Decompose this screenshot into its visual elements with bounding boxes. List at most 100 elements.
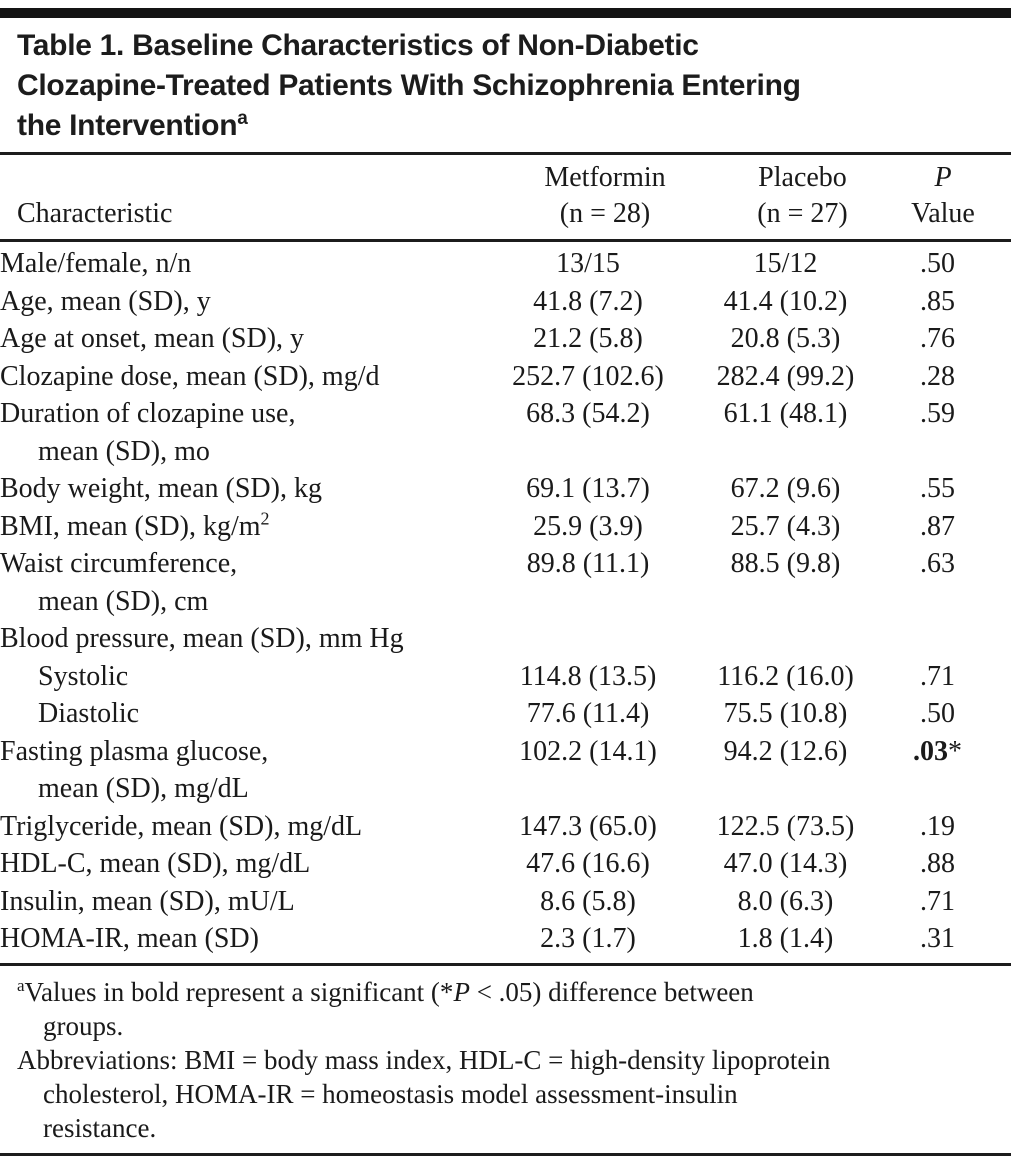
metformin-value: 2.3 (1.7) (540, 923, 636, 954)
abbreviations-line3: resistance. (43, 1112, 157, 1143)
metformin-value: 8.6 (5.8) (540, 885, 636, 917)
metformin-value: 147.3 (65.0) (519, 810, 657, 842)
significance-asterisk: * (948, 735, 962, 767)
abbreviations-line1: Abbreviations: BMI = body mass index, HD… (17, 1044, 831, 1075)
metformin-value: 89.8 (11.1) (526, 548, 650, 579)
table-row: HOMA-IR, mean (SD) 2.3 (1.7) 1.8 (1.4) .… (0, 920, 1011, 958)
placebo-value: 15/12 (753, 248, 818, 279)
row-label: Duration of clozapine use, mean (SD), mo (0, 395, 483, 470)
row-label: BMI, mean (SD), kg/m2 (0, 508, 270, 542)
p-value: .50 (920, 698, 955, 729)
table-row: Waist circumference, mean (SD), cm 89.8 … (0, 545, 1011, 620)
row-label: HOMA-IR, mean (SD) (0, 923, 259, 954)
placebo-value: 67.2 (9.6) (730, 473, 841, 504)
p-value: .50 (920, 248, 955, 279)
table-header-row: Characteristic Metformin (n = 28) Placeb… (0, 155, 1011, 239)
placebo-value: 25.7 (4.3) (730, 510, 841, 542)
table-title: Table 1. Baseline Characteristics of Non… (0, 18, 1011, 152)
metformin-value: 47.6 (16.6) (526, 848, 650, 879)
row-label: Fasting plasma glucose, mean (SD), mg/dL (0, 733, 483, 808)
p-value-significant: .03* (913, 735, 962, 767)
p-value: .71 (920, 660, 955, 692)
placebo-value: 41.4 (10.2) (723, 285, 848, 317)
table-title-line3: the Interventiona (17, 108, 248, 142)
bottom-rule (0, 1152, 1011, 1156)
metformin-value: 114.8 (13.5) (519, 660, 657, 692)
body-divider-rule (0, 962, 1011, 966)
p-value: .87 (920, 510, 955, 542)
table-row: Fasting plasma glucose, mean (SD), mg/dL… (0, 733, 1011, 808)
p-value: .88 (920, 848, 955, 879)
p-value: .85 (920, 285, 955, 317)
metformin-value: 13/15 (556, 248, 620, 279)
placebo-value: 116.2 (16.0) (717, 660, 854, 692)
table-row: BMI, mean (SD), kg/m2 25.9 (3.9) 25.7 (4… (0, 508, 1011, 546)
top-rule-thick (0, 8, 1011, 18)
superscript-2: 2 (260, 508, 270, 529)
row-label: Body weight, mean (SD), kg (0, 473, 322, 504)
placebo-value: 88.5 (9.8) (730, 548, 841, 579)
placebo-value: 75.5 (10.8) (723, 698, 848, 729)
p-value: .28 (920, 360, 955, 392)
metformin-value: 102.2 (14.1) (519, 735, 657, 767)
row-label-continuation: mean (SD), cm (38, 585, 209, 617)
column-header-p-value: P Value (911, 162, 975, 229)
p-value: .76 (920, 323, 955, 354)
table-row: Insulin, mean (SD), mU/L 8.6 (5.8) 8.0 (… (0, 883, 1011, 921)
p-value: .31 (920, 923, 955, 954)
footnote-a-marker: a (17, 975, 25, 995)
column-header-placebo: Placebo (n = 27) (757, 162, 848, 229)
table-row: Body weight, mean (SD), kg 69.1 (13.7) 6… (0, 470, 1011, 508)
footnote-a-line1: aValues in bold represent a significant … (17, 975, 754, 1007)
footnote-a-line2: groups. (43, 1010, 124, 1041)
table-row: Duration of clozapine use, mean (SD), mo… (0, 395, 1011, 470)
table-row: Clozapine dose, mean (SD), mg/d 252.7 (1… (0, 358, 1011, 396)
table-row: Male/female, n/n 13/15 15/12 .50 (0, 245, 1011, 283)
row-label-continuation: mean (SD), mo (38, 435, 210, 467)
scanned-table-page: Table 1. Baseline Characteristics of Non… (0, 8, 1011, 1156)
table-title-line2: Clozapine-Treated Patients With Schizoph… (17, 69, 801, 102)
placebo-value: 122.5 (73.5) (716, 810, 855, 842)
p-value: .63 (920, 548, 955, 579)
row-label: HDL-C, mean (SD), mg/dL (0, 848, 311, 879)
placebo-value: 61.1 (48.1) (723, 398, 848, 429)
header-divider-rule (0, 239, 1011, 242)
table-row: HDL-C, mean (SD), mg/dL 47.6 (16.6) 47.0… (0, 845, 1011, 883)
placebo-value: 94.2 (12.6) (723, 735, 848, 767)
column-header-metformin: Metformin (n = 28) (544, 162, 666, 229)
row-label: Male/female, n/n (0, 248, 192, 279)
row-label: Systolic (38, 660, 129, 692)
table-row: Triglyceride, mean (SD), mg/dL 147.3 (65… (0, 808, 1011, 846)
placebo-value: 282.4 (99.2) (716, 360, 855, 392)
metformin-value: 252.7 (102.6) (512, 360, 664, 392)
row-label: Age, mean (SD), y (0, 285, 211, 317)
table-row: Systolic 114.8 (13.5) 116.2 (16.0) .71 (0, 658, 1011, 696)
p-value: .59 (920, 398, 955, 429)
table-row: Age at onset, mean (SD), y 21.2 (5.8) 20… (0, 320, 1011, 358)
row-label: Insulin, mean (SD), mU/L (0, 885, 295, 917)
placebo-value: 8.0 (6.3) (737, 885, 834, 917)
metformin-value: 77.6 (11.4) (526, 698, 650, 729)
p-value: .55 (920, 473, 955, 504)
abbreviations-line2: cholesterol, HOMA-IR = homeostasis model… (43, 1078, 738, 1109)
metformin-value: 68.3 (54.2) (526, 398, 650, 429)
table-row: Age, mean (SD), y 41.8 (7.2) 41.4 (10.2)… (0, 283, 1011, 321)
row-label: Age at onset, mean (SD), y (0, 323, 305, 354)
table-row: Diastolic 77.6 (11.4) 75.5 (10.8) .50 (0, 695, 1011, 733)
row-label: Triglyceride, mean (SD), mg/dL (0, 810, 363, 842)
placebo-value: 47.0 (14.3) (723, 848, 848, 879)
metformin-value: 41.8 (7.2) (533, 285, 643, 317)
row-label: Waist circumference, mean (SD), cm (0, 545, 483, 620)
title-footnote-marker: a (237, 108, 248, 129)
row-label-continuation: mean (SD), mg/dL (38, 773, 249, 804)
table-body: Male/female, n/n 13/15 15/12 .50 Age, me… (0, 242, 1011, 963)
column-header-characteristic: Characteristic (17, 198, 173, 229)
placebo-value: 20.8 (5.3) (730, 323, 841, 354)
p-value: .71 (920, 885, 955, 917)
p-value: .19 (920, 810, 955, 842)
footnotes: aValues in bold represent a significant … (0, 966, 1011, 1151)
italic-p: P (453, 976, 470, 1007)
title-divider-rule (0, 152, 1011, 155)
placebo-value: 1.8 (1.4) (737, 923, 834, 954)
table-row-section: Blood pressure, mean (SD), mm Hg (0, 620, 1011, 658)
